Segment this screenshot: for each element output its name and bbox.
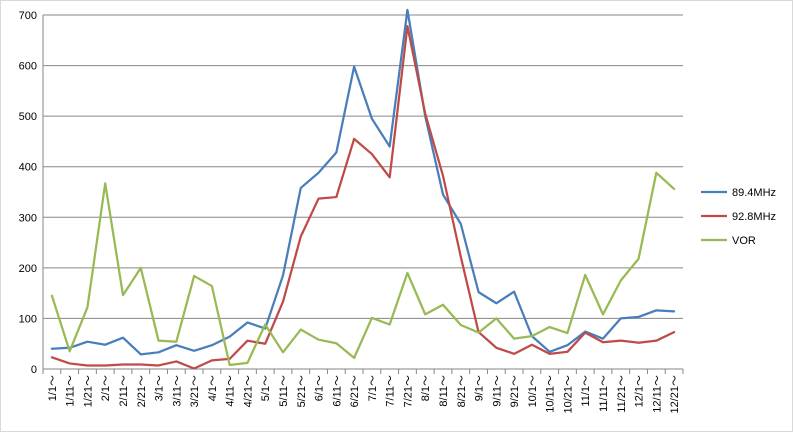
x-tick-label: 11/11～ — [598, 375, 610, 412]
x-tick-label: 4/1～ — [207, 375, 219, 401]
x-tick-label: 11/21～ — [616, 375, 628, 413]
x-tick-label: 12/1～ — [634, 375, 646, 407]
y-tick-label: 400 — [19, 162, 37, 174]
series-line-89-4mhz — [50, 8, 676, 356]
y-axis-ticks: 0 100 200 300 400 500 600 700 — [19, 10, 37, 376]
x-tick-label: 5/1～ — [260, 375, 272, 401]
x-tick-label: 5/11～ — [278, 375, 290, 407]
x-tick-label: 7/1～ — [367, 375, 379, 401]
x-tick-label: 8/1～ — [420, 375, 432, 401]
x-tick-label: 6/21～ — [349, 375, 361, 407]
x-tick-label: 10/21～ — [562, 375, 574, 414]
gridlines — [42, 14, 684, 374]
x-tick-label: 1/21～ — [82, 375, 94, 407]
x-tick-label: 1/1～ — [47, 375, 59, 401]
x-tick-label: 3/21～ — [189, 375, 201, 407]
x-tick-label: 5/21～ — [296, 375, 308, 407]
y-tick-label: 200 — [19, 263, 37, 275]
x-tick-label: 1/11～ — [65, 375, 77, 407]
x-tick-label: 12/11～ — [651, 375, 663, 413]
y-tick-label: 100 — [19, 313, 37, 325]
legend-label-89-4mhz: 89.4MHz — [732, 187, 776, 199]
y-tick-label: 500 — [19, 111, 37, 123]
legend: 89.4MHz 92.8MHz VOR — [701, 187, 776, 247]
x-tick-label: 4/21～ — [242, 375, 254, 407]
x-tick-label: 7/11～ — [385, 375, 397, 407]
series-lines — [50, 8, 676, 370]
legend-label-92-8mhz: 92.8MHz — [732, 211, 776, 223]
x-tick-label: 6/11～ — [331, 375, 343, 407]
x-tick-label: 8/21～ — [456, 375, 468, 407]
y-tick-label: 300 — [19, 212, 37, 224]
x-tick-label: 11/1～ — [580, 375, 592, 407]
x-tick-label: 2/11～ — [118, 375, 130, 407]
x-tick-label: 9/21～ — [509, 375, 521, 407]
series-line-vor — [50, 171, 676, 367]
x-tick-label: 9/1～ — [474, 375, 486, 401]
x-tick-label: 4/11～ — [225, 375, 237, 407]
x-tick-label: 3/1～ — [154, 375, 166, 401]
x-tick-label: 2/1～ — [100, 375, 112, 401]
y-tick-label: 0 — [31, 364, 37, 376]
x-tick-label: 2/21～ — [136, 375, 148, 407]
x-tick-label: 10/11～ — [545, 375, 557, 413]
x-tick-label: 9/11～ — [491, 375, 503, 407]
legend-label-vor: VOR — [732, 235, 756, 247]
y-tick-label: 600 — [19, 61, 37, 73]
x-tick-label: 7/21～ — [402, 375, 414, 407]
x-tick-label: 8/11～ — [438, 375, 450, 407]
series-line-92-8mhz — [50, 25, 676, 370]
x-tick-label: 12/21～ — [669, 375, 681, 414]
x-axis-ticks: 1/1～ 1/11～ 1/21～ 2/1～ 2/11～ 2/21～ 3/1～ 3/11～ 3/2… — [47, 375, 681, 414]
y-tick-label: 700 — [19, 10, 37, 22]
x-tick-label: 3/11～ — [171, 375, 183, 407]
x-tick-label: 6/1～ — [314, 375, 326, 401]
x-tick-label: 10/1～ — [527, 375, 539, 407]
